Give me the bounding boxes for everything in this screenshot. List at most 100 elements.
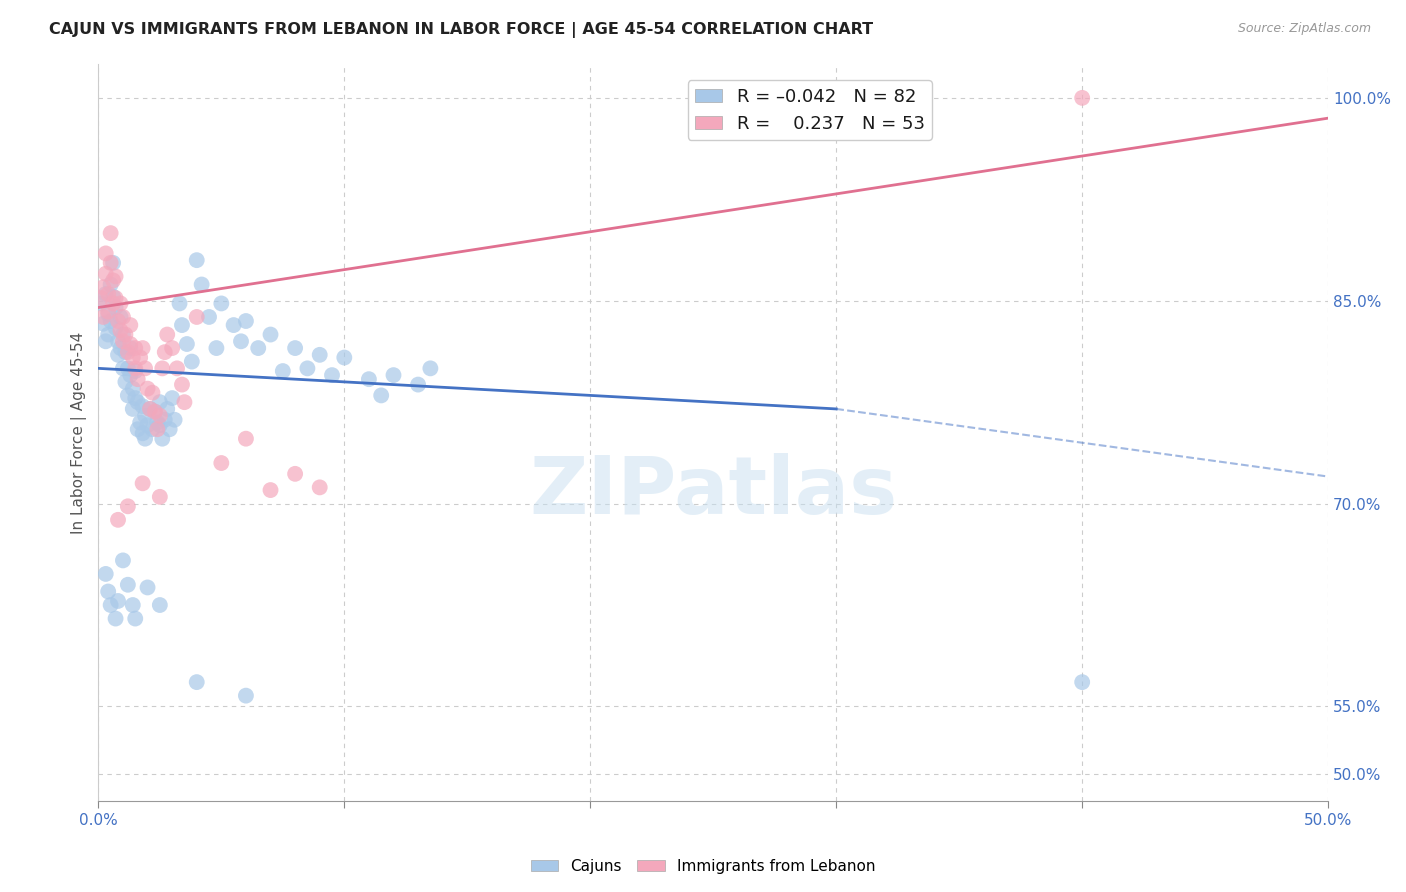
Point [101,290,124,304]
Point [146,422,169,436]
Point [134,361,156,376]
Point [209,296,232,310]
Point [205,341,228,355]
Point [284,467,307,481]
Point [235,432,257,446]
Point [97,307,120,321]
Point [91,310,114,324]
Point [101,273,124,287]
Point [235,314,257,328]
Point [120,337,142,351]
Point [114,375,136,389]
Point [124,361,146,376]
Point [110,324,132,338]
Point [229,334,252,349]
Point [136,418,159,433]
Point [173,395,195,409]
Text: Source: ZipAtlas.com: Source: ZipAtlas.com [1237,22,1371,36]
Point [134,432,156,446]
Point [101,296,124,310]
Point [111,310,134,324]
Point [111,334,134,349]
Point [149,598,172,612]
Point [143,404,166,418]
Point [169,296,191,310]
Point [166,361,188,376]
Point [91,317,114,331]
Point [107,334,129,349]
Point [247,341,270,355]
Point [107,314,129,328]
Point [259,327,281,342]
Point [163,413,186,427]
Text: ZIPatlas: ZIPatlas [529,452,897,531]
Point [100,598,122,612]
Legend: R = –0.042   N = 82, R =    0.237   N = 53: R = –0.042 N = 82, R = 0.237 N = 53 [688,80,932,140]
Point [117,578,139,592]
Point [149,418,172,433]
Point [107,513,129,527]
Point [94,246,117,260]
Point [100,226,122,240]
Point [131,476,153,491]
Point [104,611,127,625]
Point [97,584,120,599]
Point [150,361,173,376]
Point [97,807,120,822]
Point [134,409,156,423]
Point [131,341,153,355]
Point [110,296,132,310]
Point [97,304,120,318]
Point [190,277,212,292]
Point [136,382,159,396]
Point [131,855,153,869]
Point [121,598,143,612]
Point [156,401,179,416]
Point [308,348,330,362]
Point [149,395,172,409]
Point [136,581,159,595]
Point [153,413,176,427]
Point [333,351,356,365]
Point [101,256,124,270]
Point [150,432,173,446]
Point [321,368,343,383]
Point [186,253,208,268]
Point [160,341,183,355]
Point [114,327,136,342]
Point [419,361,441,376]
Point [146,416,169,430]
Point [284,341,307,355]
Point [94,566,117,581]
Point [186,675,208,690]
Point [94,334,117,349]
Point [160,391,183,405]
Point [131,426,153,441]
Point [127,422,149,436]
Point [120,341,142,355]
Point [186,310,208,324]
Point [127,395,149,409]
Point [94,287,117,301]
Point [110,341,132,355]
Point [124,848,146,863]
Point [90,291,112,305]
Point [121,401,143,416]
Point [117,388,139,402]
Point [100,277,122,292]
Point [159,422,181,436]
Point [111,553,134,567]
Point [170,377,193,392]
Point [117,500,139,514]
Point [198,310,221,324]
Point [121,382,143,396]
Legend: Cajuns, Immigrants from Lebanon: Cajuns, Immigrants from Lebanon [524,853,882,880]
Point [117,361,139,376]
Point [153,345,176,359]
Point [141,422,163,436]
Point [100,314,122,328]
Point [111,327,134,342]
Point [124,364,146,378]
Point [91,280,114,294]
Point [271,364,294,378]
